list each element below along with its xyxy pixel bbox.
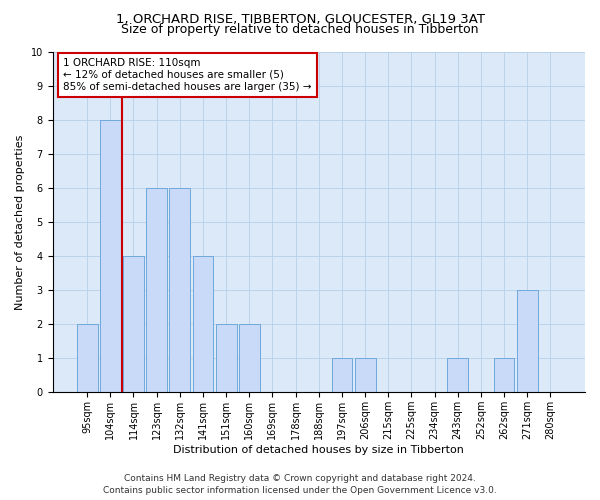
Bar <box>448 358 468 392</box>
Bar <box>517 290 538 392</box>
Text: Size of property relative to detached houses in Tibberton: Size of property relative to detached ho… <box>121 22 479 36</box>
Bar <box>355 358 376 392</box>
Text: Contains HM Land Registry data © Crown copyright and database right 2024.
Contai: Contains HM Land Registry data © Crown c… <box>103 474 497 495</box>
Bar <box>169 188 190 392</box>
Text: 1, ORCHARD RISE, TIBBERTON, GLOUCESTER, GL19 3AT: 1, ORCHARD RISE, TIBBERTON, GLOUCESTER, … <box>115 12 485 26</box>
Text: 1 ORCHARD RISE: 110sqm
← 12% of detached houses are smaller (5)
85% of semi-deta: 1 ORCHARD RISE: 110sqm ← 12% of detached… <box>63 58 311 92</box>
Bar <box>239 324 260 392</box>
Bar <box>123 256 144 392</box>
Bar <box>332 358 352 392</box>
Bar <box>193 256 214 392</box>
Bar <box>146 188 167 392</box>
Bar <box>77 324 98 392</box>
Y-axis label: Number of detached properties: Number of detached properties <box>15 134 25 310</box>
Bar <box>215 324 236 392</box>
X-axis label: Distribution of detached houses by size in Tibberton: Distribution of detached houses by size … <box>173 445 464 455</box>
Bar <box>494 358 514 392</box>
Bar <box>100 120 121 392</box>
